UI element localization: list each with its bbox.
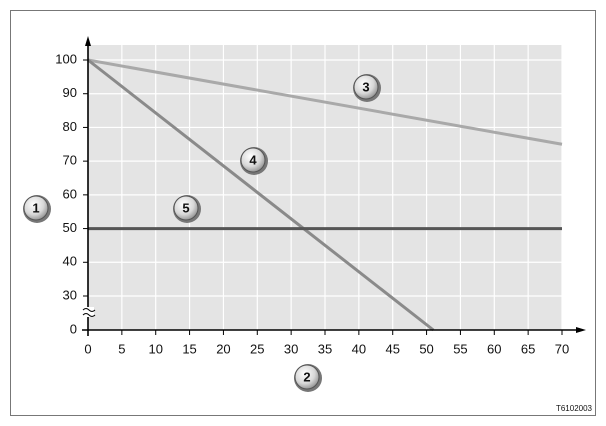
x-tick-label: 70 [555,341,569,356]
x-tick-label: 0 [84,341,91,356]
callout-circle [353,74,379,100]
y-tick-label: 0 [70,321,77,336]
y-tick-label: 30 [63,287,77,302]
x-axis-arrow [576,327,586,333]
y-tick-label: 50 [63,220,77,235]
y-axis-arrow [85,36,91,46]
series-line [87,58,563,146]
callout-circle [173,195,199,221]
x-tick-label: 15 [182,341,196,356]
x-tick-label: 40 [352,341,366,356]
callout-circle [23,195,49,221]
callout-label: 5 [182,200,189,215]
callout-label: 4 [249,152,257,167]
grid [88,45,563,330]
x-tick-label: 45 [385,341,399,356]
x-tick-label: 65 [521,341,535,356]
y-tick-label: 70 [63,153,77,168]
series-line [87,58,435,332]
y-tick-label: 100 [55,51,77,66]
callout-circle [294,364,320,390]
x-tick-label: 35 [318,341,332,356]
y-tick-label: 80 [63,119,77,134]
figure-code: T6102003 [556,404,593,413]
y-tick-label: 60 [63,186,77,201]
callouts: 1 2 3 4 5 [23,74,381,392]
x-tick-label: 55 [453,341,467,356]
x-tick-label: 5 [118,341,125,356]
x-tick-label: 20 [216,341,230,356]
callout-label: 2 [303,369,310,384]
callout-label: 1 [32,200,39,215]
axis-break [82,308,96,317]
lines [87,58,563,332]
x-tick-label: 30 [284,341,298,356]
x-tick-label: 50 [419,341,433,356]
axis-break-gap [82,307,94,317]
callout-label: 3 [362,79,369,94]
callout-circle [240,147,266,173]
ticks: 0 5 10 15 20 25 30 35 40 45 50 55 60 65 70030405060708… [55,51,569,356]
x-tick-label: 10 [148,341,162,356]
x-tick-label: 25 [250,341,264,356]
x-tick-label: 60 [487,341,501,356]
y-tick-label: 40 [63,254,77,269]
y-tick-label: 90 [63,85,77,100]
